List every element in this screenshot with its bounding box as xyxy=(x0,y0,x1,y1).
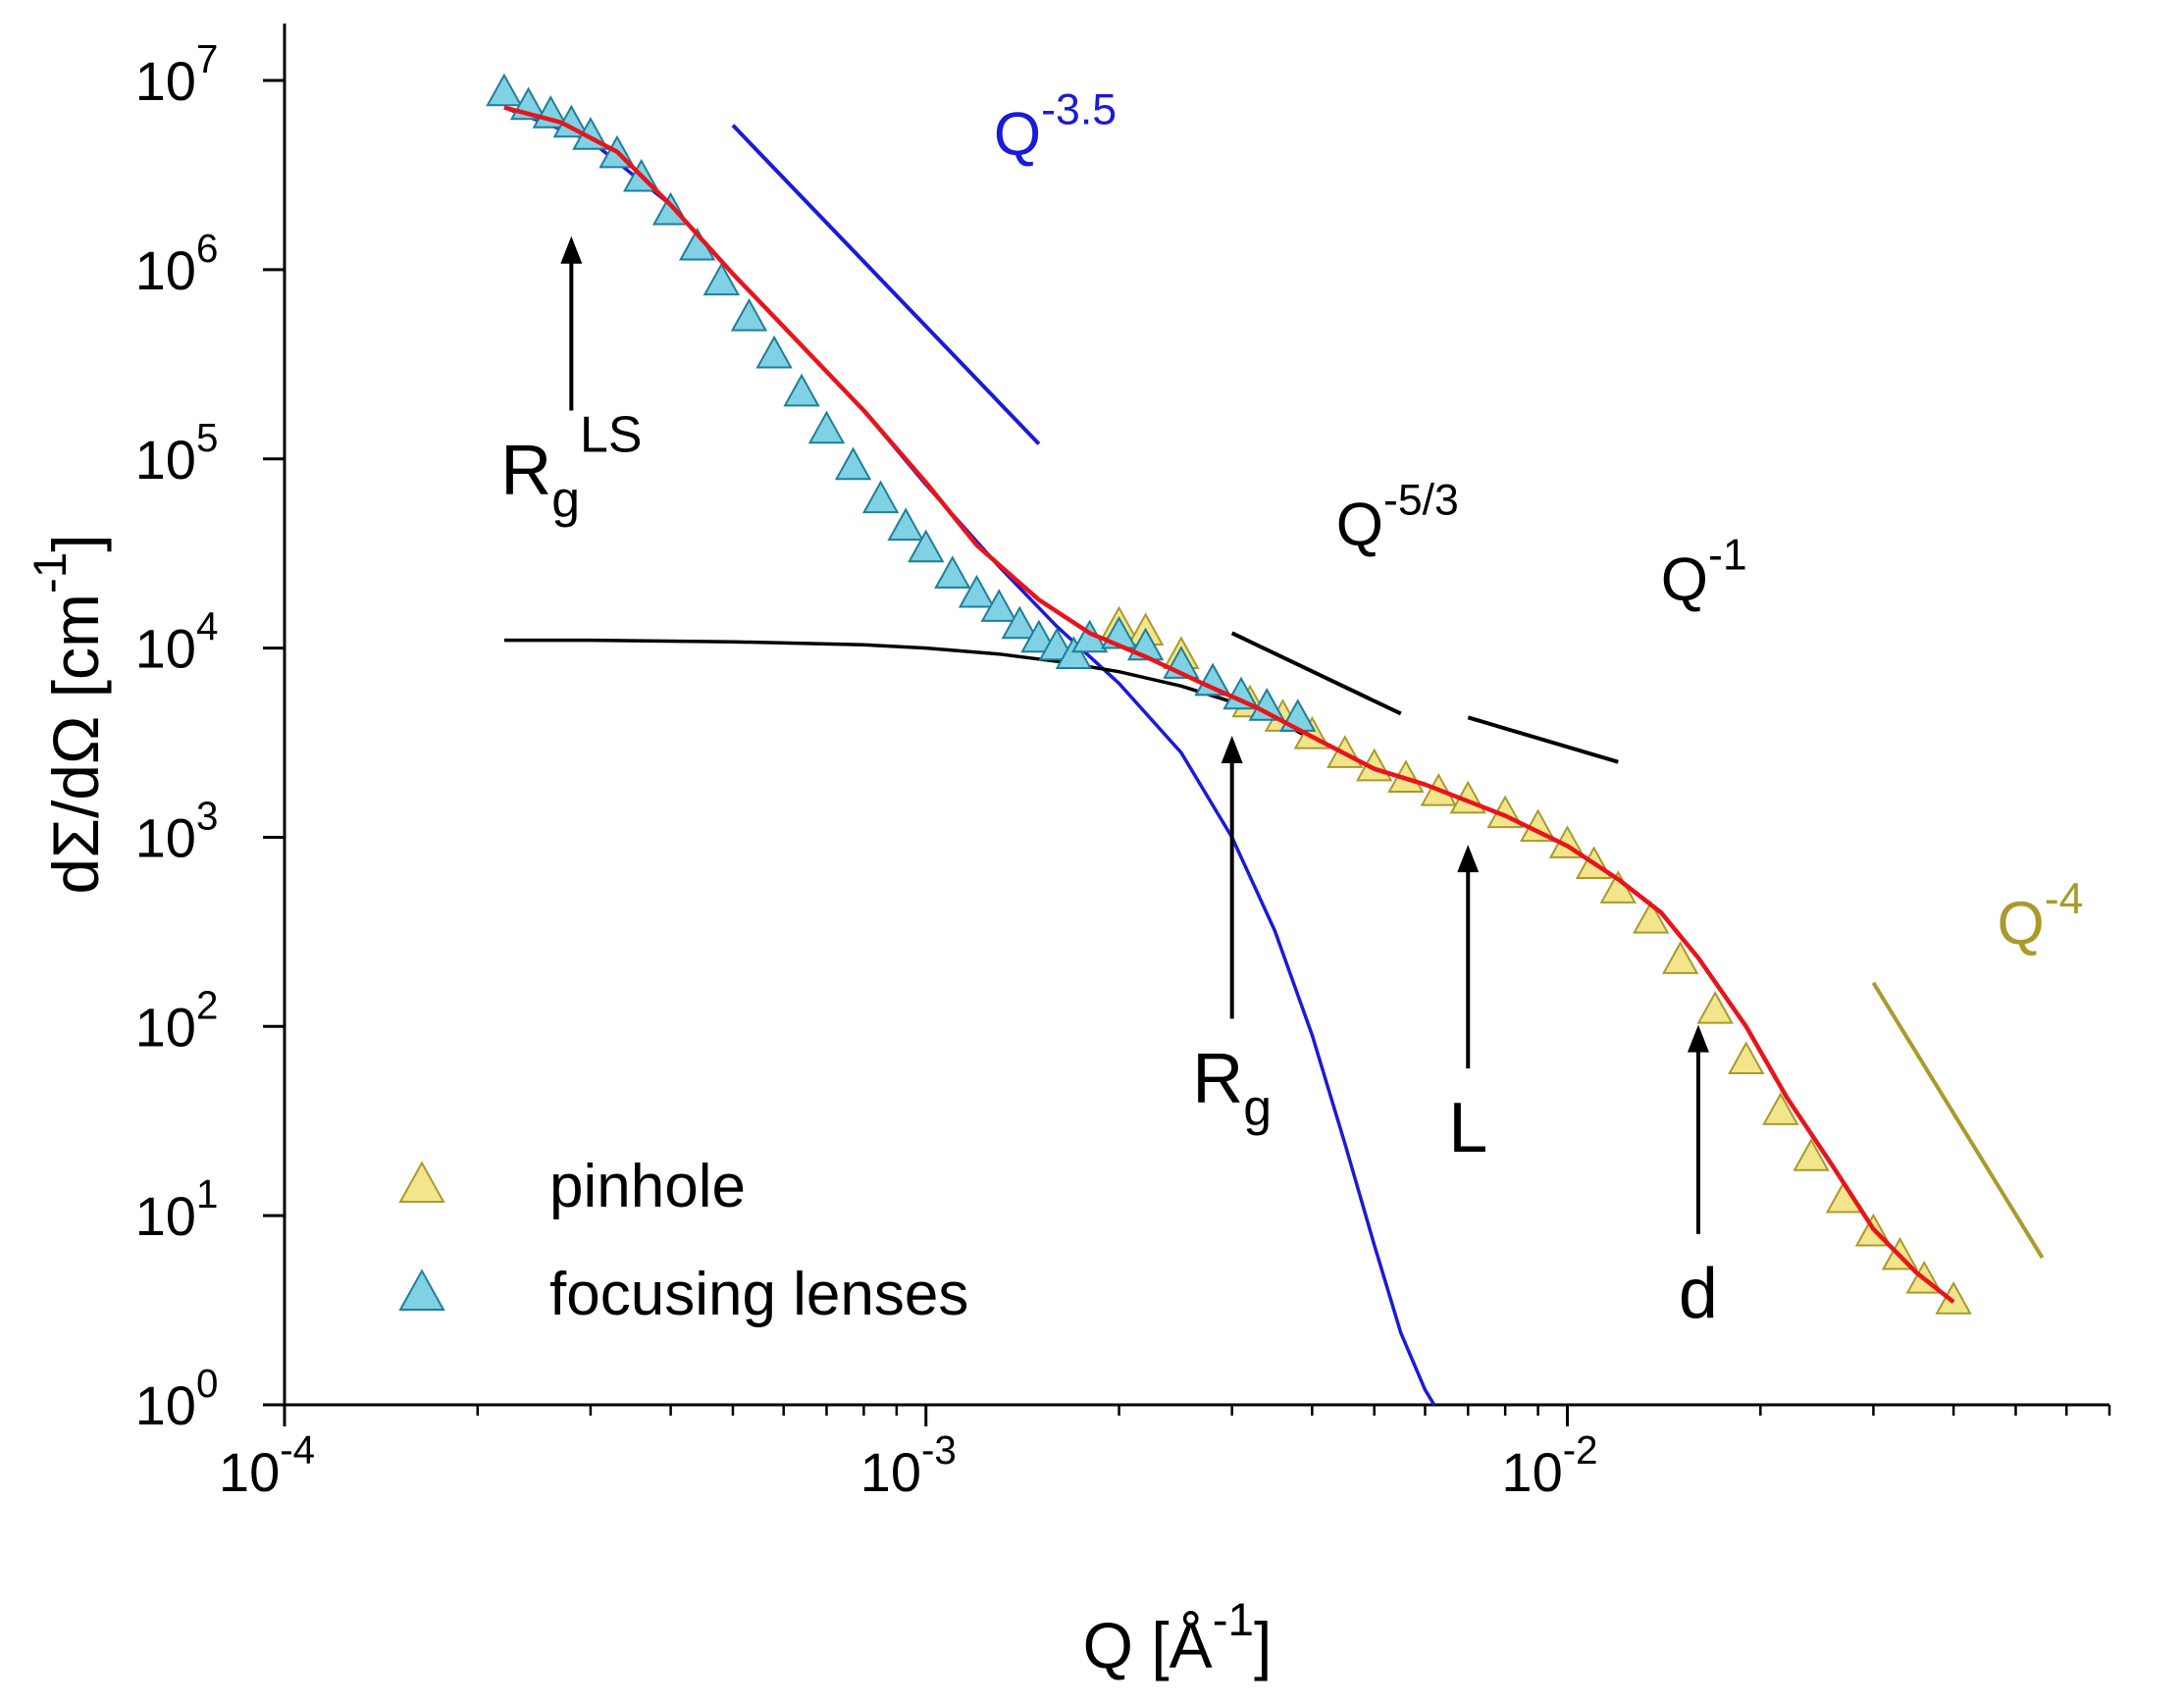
legend-marker xyxy=(398,1268,445,1312)
axes: 10-4 10-3 10-2 100 101 102 103 104 105 106 107 xyxy=(135,24,2111,1503)
point-focusing-lenses xyxy=(486,73,523,107)
annotation-label-rgls: RgLS xyxy=(500,405,642,527)
slope-guide-line xyxy=(1467,715,1619,764)
legend-marker xyxy=(398,1161,445,1204)
y-tick-label: 105 xyxy=(135,415,219,491)
point-pinhole xyxy=(1633,900,1670,934)
fit-curve xyxy=(503,105,1955,1304)
point-focusing-lenses xyxy=(980,589,1017,622)
slope-guide-line xyxy=(1871,981,2045,1259)
slope-guide-line xyxy=(1230,631,1402,716)
y-tick-label: 106 xyxy=(135,226,219,301)
annotation-label-rg: Rg xyxy=(1192,1039,1272,1135)
x-axis-label: Q [Å-1] xyxy=(1083,1594,1273,1681)
y-axis-label: dΣ/dΩ [cm-1] xyxy=(25,534,112,894)
slope-label: Q-1 xyxy=(1661,531,1747,613)
legend-label: focusing lenses xyxy=(549,1261,968,1328)
point-pinhole xyxy=(1661,941,1699,974)
point-focusing-lenses xyxy=(861,480,900,514)
point-focusing-lenses xyxy=(1055,636,1093,670)
arrow-head xyxy=(1457,845,1480,873)
annotations: RgLS Rg Ld xyxy=(500,235,1718,1333)
point-focusing-lenses xyxy=(755,335,793,369)
y-tick-label: 107 xyxy=(135,36,219,112)
x-tick-label: 10-3 xyxy=(860,1427,957,1503)
x-tick-label: 10-4 xyxy=(219,1427,315,1503)
point-focusing-lenses xyxy=(807,410,846,444)
point-focusing-lenses xyxy=(834,446,872,481)
point-focusing-lenses xyxy=(958,574,996,608)
point-focusing-lenses xyxy=(1222,676,1260,710)
point-focusing-lenses xyxy=(730,297,768,332)
axis-labels: Q [Å-1] dΣ/dΩ [cm-1] xyxy=(25,534,1272,1681)
point-focusing-lenses xyxy=(934,555,971,589)
point-pinhole xyxy=(1935,1281,1972,1315)
slope-label: Q-4 xyxy=(1997,875,2083,957)
point-focusing-lenses xyxy=(887,507,924,542)
y-tick-label: 103 xyxy=(135,793,219,868)
legend-label: pinhole xyxy=(549,1153,746,1220)
slope-guides: Q-3.5 Q-5/3 Q-1 Q-4 xyxy=(731,86,2083,1259)
point-focusing-lenses xyxy=(1001,605,1038,640)
point-focusing-lenses xyxy=(783,373,820,407)
slope-label: Q-5/3 xyxy=(1336,476,1459,558)
y-tick-label: 104 xyxy=(135,604,219,680)
point-focusing-lenses xyxy=(702,262,741,296)
point-focusing-lenses xyxy=(1248,688,1285,721)
point-focusing-lenses xyxy=(908,529,945,563)
point-pinhole xyxy=(1696,990,1734,1024)
point-pinhole xyxy=(1793,1138,1830,1171)
arrow-head xyxy=(1687,1024,1709,1053)
y-tick-label: 101 xyxy=(135,1171,219,1247)
arrow-head xyxy=(560,235,583,264)
point-focusing-lenses xyxy=(1194,662,1231,697)
point-pinhole xyxy=(1728,1041,1765,1075)
annotation-label-d: d xyxy=(1679,1255,1718,1333)
y-tick-label: 102 xyxy=(135,982,219,1058)
data-points xyxy=(486,73,1972,1315)
legend: pinhole focusing lenses xyxy=(398,1153,968,1328)
y-tick-label: 100 xyxy=(135,1361,219,1436)
slope-label: Q-3.5 xyxy=(994,86,1117,169)
annotation-label-l: L xyxy=(1448,1089,1487,1167)
point-focusing-lenses xyxy=(1020,619,1058,653)
slope-guide-line xyxy=(731,124,1041,445)
point-pinhole xyxy=(1762,1092,1799,1125)
x-tick-label: 10-2 xyxy=(1501,1427,1597,1503)
arrow-head xyxy=(1221,736,1243,764)
